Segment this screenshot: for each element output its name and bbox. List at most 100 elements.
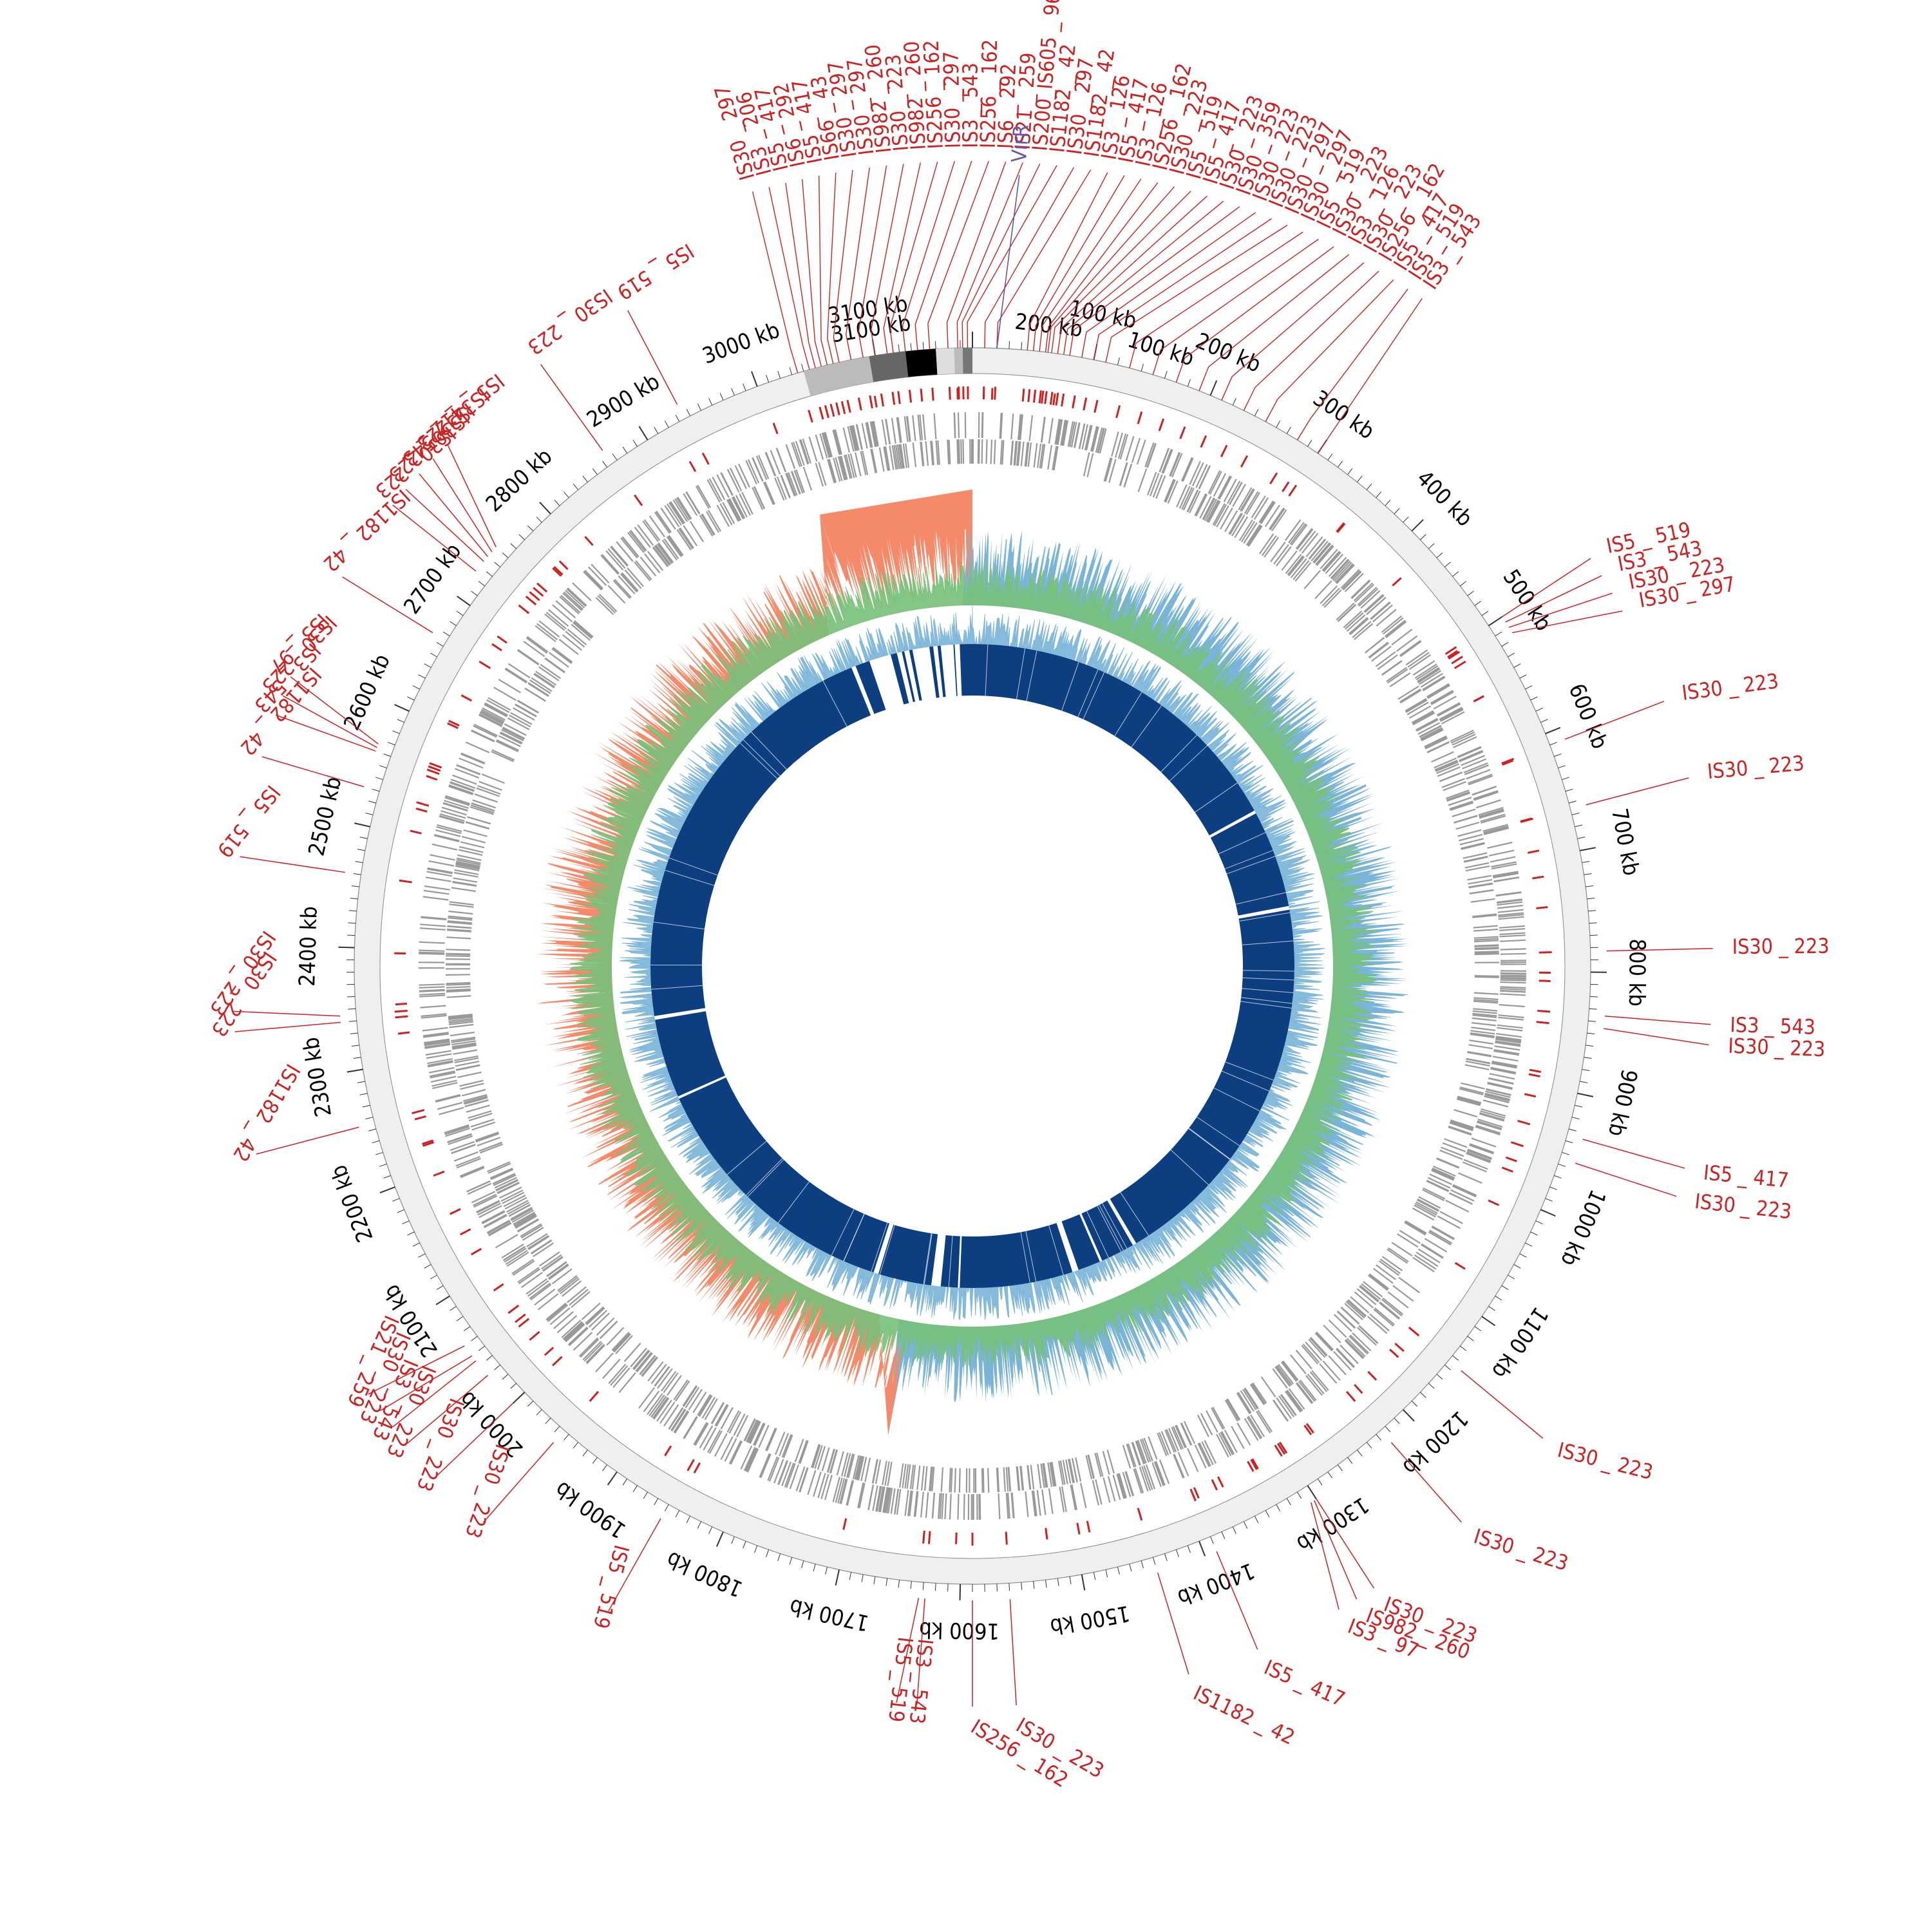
is-element-markers [394, 386, 1552, 1546]
is-connector [1575, 1162, 1677, 1197]
is-marker [1367, 1370, 1378, 1381]
synteny-break [1020, 1232, 1030, 1283]
is-marker [1336, 522, 1345, 533]
is-marker [1408, 1327, 1420, 1337]
major-tick [1411, 519, 1424, 532]
is-connector [1105, 225, 1288, 363]
is-element-label: IS30 _ 223 [1680, 668, 1780, 705]
is-connector [1316, 1499, 1375, 1589]
is-connector [1461, 1370, 1544, 1439]
is-marker [1055, 392, 1059, 406]
major-tick [435, 1295, 450, 1305]
is-marker [701, 452, 710, 465]
is-connector [927, 161, 989, 350]
minor-tick [602, 460, 608, 468]
is-marker [1454, 660, 1466, 669]
is-marker [394, 1009, 408, 1013]
is-connector [916, 1598, 925, 1705]
minor-tick [1436, 552, 1443, 558]
is-marker [552, 1356, 563, 1367]
is-marker [416, 801, 430, 807]
minor-tick [359, 1093, 368, 1095]
major-tick [346, 1068, 363, 1073]
minor-tick [801, 1560, 804, 1569]
minor-tick [632, 439, 638, 447]
is-connector [1032, 175, 1125, 351]
minor-tick [1376, 491, 1381, 498]
is-marker [460, 1228, 471, 1236]
is-marker [1517, 1119, 1531, 1126]
is-marker [1061, 393, 1065, 407]
minor-tick [743, 383, 746, 392]
is-connector [368, 1345, 465, 1395]
is-marker [1189, 1488, 1197, 1502]
is-connector [1045, 182, 1159, 352]
minor-tick [592, 468, 598, 475]
is-element-label: IS5 _ 519 [613, 238, 699, 305]
minor-tick [1568, 1128, 1577, 1132]
is-marker [414, 1115, 426, 1121]
contig-block [962, 348, 972, 374]
tick-label: 3000 kb [699, 317, 783, 370]
minor-tick [1117, 357, 1120, 365]
is-connector [483, 1442, 554, 1523]
is-marker [1038, 390, 1042, 404]
minor-tick [898, 344, 900, 352]
synteny-break [1083, 672, 1105, 720]
is-connector [432, 458, 493, 553]
synteny-break [653, 922, 705, 930]
minor-tick [1554, 753, 1562, 757]
minor-tick [1243, 1521, 1248, 1529]
is-connector [802, 179, 822, 367]
minor-tick [372, 788, 380, 792]
is-marker [1158, 418, 1165, 431]
is-element-label: IS256 _ 162 [976, 39, 1002, 149]
is-marker [1520, 817, 1532, 822]
synteny-break [1048, 1225, 1064, 1275]
is-marker [1345, 1390, 1356, 1402]
minor-tick [430, 1274, 437, 1280]
is-connector [1221, 262, 1365, 401]
minor-tick [898, 1580, 900, 1588]
is-marker [470, 1247, 482, 1256]
is-connector [256, 1126, 359, 1155]
is-marker [1179, 426, 1186, 439]
is-marker [1488, 1199, 1500, 1206]
is-marker [395, 1015, 408, 1019]
is-marker [1394, 1343, 1405, 1352]
is-element-label: IS30 _ 223 [1728, 1034, 1826, 1062]
minor-tick [502, 1374, 509, 1380]
minor-tick [1276, 421, 1281, 428]
synteny-track [650, 644, 1294, 1288]
major-tick [394, 704, 410, 712]
tick-label: 1100 kb [1486, 1302, 1553, 1383]
is-marker [664, 1445, 672, 1457]
minor-tick [1495, 1296, 1502, 1301]
minor-tick [801, 363, 804, 372]
minor-tick [412, 1242, 420, 1247]
is-marker [1389, 1349, 1399, 1358]
minor-tick [789, 367, 793, 375]
synteny-break [777, 1181, 810, 1224]
minor-tick [573, 1442, 579, 1449]
is-element-label: IS30 _ 223 [1471, 1524, 1571, 1576]
major-tick [751, 371, 758, 387]
minor-tick [359, 837, 368, 839]
is-marker [529, 1331, 540, 1341]
minor-tick [582, 1450, 588, 1457]
contig-block [803, 356, 874, 396]
minor-tick [825, 1567, 828, 1575]
major-tick [1481, 1316, 1496, 1327]
is-connector [1152, 238, 1319, 375]
is-connector [956, 162, 1023, 348]
minor-tick [1376, 1434, 1381, 1441]
minor-tick [1474, 1326, 1482, 1332]
minor-tick [1129, 1564, 1132, 1572]
major-tick [354, 822, 370, 828]
minor-tick [1530, 1231, 1538, 1236]
synteny-break [1242, 977, 1294, 981]
is-connector [1157, 1572, 1189, 1675]
is-element-label: IS30 _ 297 [939, 51, 965, 149]
is-marker [1276, 1443, 1286, 1455]
synteny-break [985, 644, 989, 696]
